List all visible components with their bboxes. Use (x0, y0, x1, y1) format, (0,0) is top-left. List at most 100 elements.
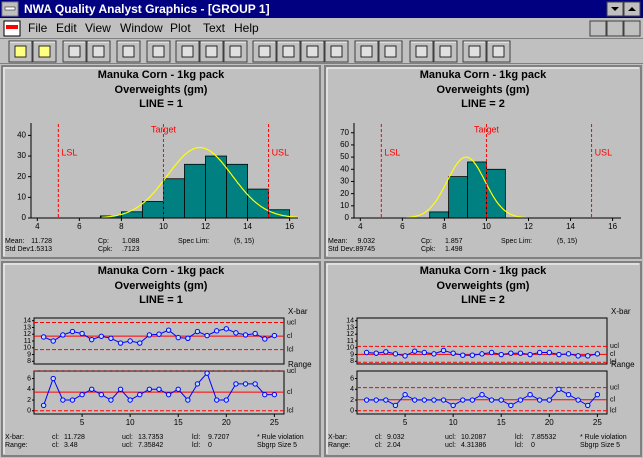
data-point (252, 330, 258, 337)
panel-highlight (3, 67, 318, 256)
histogram-bar (184, 163, 206, 219)
y-tick-label: 13 (23, 324, 31, 331)
data-point (575, 397, 581, 403)
data-point (392, 351, 399, 357)
data-point (137, 340, 143, 346)
button-glyph (181, 45, 194, 58)
data-point (117, 340, 124, 346)
menu-item[interactable]: Plot (170, 21, 191, 35)
panel (1, 65, 321, 259)
data-point (117, 386, 124, 392)
chart-title: Manuka Corn - 1kg pack (98, 69, 225, 81)
data-point (165, 391, 172, 398)
data-point (175, 386, 181, 392)
data-point (565, 351, 572, 357)
menu-item[interactable]: Text (203, 21, 226, 35)
data-point (79, 330, 85, 337)
data-point (204, 370, 210, 376)
spec-label: LSL (384, 147, 400, 157)
data-point (262, 391, 268, 398)
stat-label: Cp: (98, 238, 109, 245)
histogram-bar (448, 176, 468, 219)
y-tick-label: 10 (17, 192, 26, 201)
y-tick-label: 12 (23, 331, 31, 338)
data-point (363, 349, 370, 356)
data-point (517, 397, 524, 403)
data-point (383, 349, 389, 355)
group-label: LINE = 2 (461, 294, 505, 306)
data-point (517, 350, 524, 356)
button-glyph (68, 45, 81, 58)
limit-label: lcl (610, 359, 617, 366)
menu-item[interactable]: View (85, 21, 111, 35)
data-point (60, 332, 66, 338)
x-tick-label: 16 (285, 222, 294, 231)
spec-label: Target (474, 124, 500, 134)
data-point (450, 402, 456, 409)
footer-value: 0 (531, 442, 535, 449)
stat-value: (5, 15) (234, 238, 254, 245)
data-point (575, 353, 581, 359)
stat-value: (5, 15) (557, 238, 577, 245)
system-menu-glyph (4, 6, 16, 11)
footer-label: ucl: (122, 442, 133, 449)
y-tick-label: 50 (340, 152, 349, 161)
x-tick-label: 5 (80, 418, 85, 427)
data-point (242, 381, 249, 387)
data-point (146, 386, 153, 392)
y-tick-label: 70 (340, 128, 349, 137)
stat-value: 1.5313 (31, 246, 53, 253)
data-point (469, 352, 476, 358)
doc-restore-button[interactable] (606, 20, 624, 37)
data-point (127, 397, 133, 403)
data-point (421, 397, 428, 403)
footer-value: 2.04 (387, 442, 401, 449)
y-tick-label: 0 (345, 213, 350, 222)
x-tick-label: 14 (566, 222, 575, 231)
footer-label: Range: (328, 442, 351, 449)
data-point (594, 351, 601, 357)
data-point (508, 402, 514, 409)
stat-value: 1.088 (122, 238, 140, 245)
x-tick-label: 6 (400, 222, 405, 231)
menu-item[interactable]: Edit (56, 21, 77, 35)
data-point (127, 338, 133, 344)
data-point (271, 332, 278, 339)
data-point (146, 332, 153, 338)
footer-note: * Rule violation (580, 434, 627, 441)
data-point (165, 327, 172, 333)
y-tick-label: 9 (350, 351, 354, 358)
data-point (546, 349, 553, 356)
data-point (108, 335, 114, 341)
menu-item[interactable]: Window (120, 21, 163, 35)
button-glyph (38, 45, 51, 58)
chart-title: Manuka Corn - 1kg pack (420, 69, 547, 81)
data-point (40, 334, 47, 340)
menu-item[interactable]: Help (234, 21, 259, 35)
button-glyph (205, 45, 218, 58)
y-tick-label: 4 (350, 386, 354, 393)
doc-close-button[interactable] (623, 20, 641, 37)
doc-minimize-button[interactable] (589, 20, 607, 37)
data-point (69, 397, 76, 403)
footer-label: cl: (52, 442, 59, 449)
data-point (175, 334, 181, 341)
stat-label: Mean: (328, 238, 348, 245)
y-tick-label: 6 (27, 375, 31, 382)
histogram-bar (142, 201, 164, 219)
histogram-bar (486, 168, 506, 219)
button-glyph (282, 45, 295, 58)
stat-value: .89745 (354, 246, 376, 253)
y-tick-label: 12 (346, 331, 354, 338)
data-point (594, 391, 601, 398)
x-tick-label: 25 (270, 418, 279, 427)
footer-label: ucl: (122, 434, 133, 441)
footer-value: 3.48 (64, 442, 78, 449)
x-tick-label: 6 (77, 222, 82, 231)
data-point (498, 397, 504, 403)
menu-item[interactable]: File (28, 21, 48, 35)
y-tick-label: 30 (340, 177, 349, 186)
stat-label: Std Dev: (5, 246, 32, 253)
footer-label: ucl: (445, 434, 456, 441)
limit-label: cl (287, 389, 293, 396)
